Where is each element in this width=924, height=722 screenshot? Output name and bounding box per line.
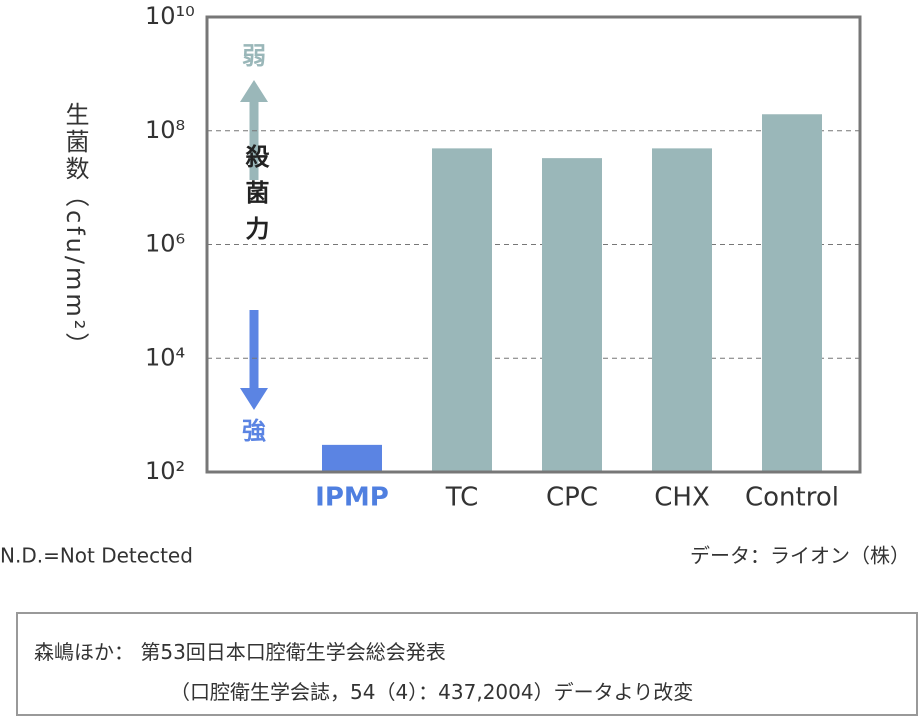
arrow-head	[240, 388, 268, 410]
bar	[762, 114, 822, 473]
y-tick-label: 10⁴	[145, 343, 185, 371]
x-tick-label: CHX	[654, 483, 710, 513]
x-tick-label: TC	[445, 483, 479, 513]
y-tick-label: 10⁸	[145, 116, 185, 144]
arrow-head	[240, 80, 268, 102]
chart: N.D.=Not Detected データ：ライオン（株） 弱 殺菌力 強 10…	[0, 2, 910, 568]
citation-line: （口腔衛生学会誌，54（4）：437,2004）データより改変	[170, 680, 694, 704]
bar	[542, 158, 602, 472]
y-axis-label: 生菌数（cfu/mm²）	[61, 102, 89, 360]
bar	[652, 148, 712, 472]
x-tick-label: Control	[745, 483, 839, 513]
citation-line: 森嶋ほか： 第53回日本口腔衛生学会総会発表	[34, 640, 446, 664]
y-tick-label: 10¹⁰	[145, 2, 195, 30]
note: N.D.=Not Detected	[0, 544, 193, 568]
y-tick-label: 10⁶	[145, 230, 185, 258]
bar	[322, 444, 382, 472]
plot-frame	[205, 15, 862, 474]
x-tick-label: IPMP	[315, 483, 389, 513]
weak-label: 弱	[242, 42, 266, 70]
y-tick-label: 10²	[145, 457, 185, 485]
bar	[432, 148, 492, 472]
strong-label: 強	[242, 417, 266, 445]
citation-box: 森嶋ほか： 第53回日本口腔衛生学会総会発表 （口腔衛生学会誌，54（4）：43…	[16, 612, 918, 716]
strength-label: 殺菌力	[241, 143, 269, 252]
x-tick-label: CPC	[546, 483, 598, 513]
source: データ：ライオン（株）	[690, 544, 910, 568]
